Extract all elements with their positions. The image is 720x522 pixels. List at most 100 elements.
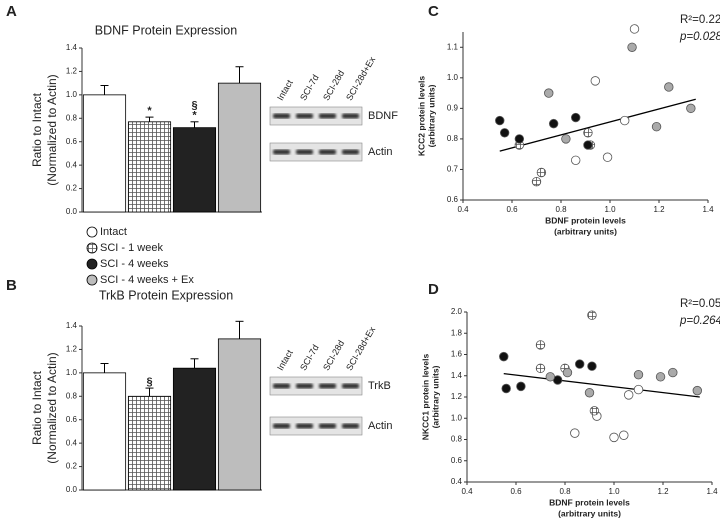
- x-tick-label: 0.4: [457, 205, 469, 214]
- y-tick-label: 0.4: [66, 160, 78, 169]
- y-tick-label: 0.8: [66, 113, 78, 122]
- scatter-point: [587, 310, 597, 320]
- x-axis-label: (arbitrary units): [558, 508, 621, 518]
- blot-band: [273, 149, 290, 155]
- scatter-point: [562, 367, 573, 378]
- x-axis-label: BDNF protein levels: [549, 497, 630, 507]
- legend-marker: [86, 226, 98, 238]
- lane-label: Intact: [275, 78, 295, 102]
- x-axis-label: (arbitrary units): [554, 226, 617, 236]
- bar: [127, 121, 172, 213]
- blot-band: [319, 423, 336, 429]
- y-tick-label: 0.2: [66, 184, 78, 193]
- scatter-point: [624, 390, 634, 400]
- x-tick-label: 0.8: [555, 205, 567, 214]
- y-tick-label: 0.7: [447, 165, 459, 174]
- chart-title: BDNF Protein Expression: [95, 23, 237, 37]
- legend-label: SCI - 4 weeks + Ex: [100, 274, 194, 286]
- y-tick-label: 0.2: [66, 462, 78, 471]
- scatter-point: [499, 128, 510, 138]
- scatter-point: [609, 432, 619, 443]
- blot-band: [273, 423, 290, 429]
- scatter-point: [584, 388, 595, 398]
- scatter-point: [575, 359, 585, 369]
- stat-label: p=0.264: [679, 315, 720, 327]
- x-tick-label: 0.4: [461, 487, 473, 496]
- scatter-point: [495, 115, 505, 126]
- y-axis-label: NKCC1 protein levels: [420, 354, 430, 441]
- bar: [172, 367, 217, 491]
- y-tick-label: 0.6: [447, 195, 459, 204]
- blot-panel: [269, 376, 363, 396]
- scatter-point: [587, 361, 597, 371]
- panel-letter: C: [428, 3, 439, 20]
- x-tick-label: 0.8: [559, 487, 571, 496]
- y-tick-label: 0.0: [66, 485, 78, 494]
- y-tick-label: 1.8: [451, 328, 463, 337]
- scatter-point: [627, 42, 637, 52]
- blot-panel: [269, 416, 363, 436]
- bar: [172, 127, 217, 213]
- y-tick-label: 0.4: [66, 438, 78, 447]
- stat-label: R²=0.0564: [680, 298, 720, 310]
- significance-mark: *: [147, 105, 152, 117]
- y-tick-label: 0.9: [447, 103, 459, 112]
- y-tick-label: 1.4: [451, 371, 463, 380]
- bar: [217, 82, 262, 213]
- significance-mark: §: [146, 376, 152, 388]
- scatter-point: [535, 363, 546, 374]
- scatter-point: [561, 134, 571, 144]
- band-label: Actin: [368, 146, 392, 158]
- scatter-point: [692, 385, 703, 396]
- x-tick-label: 0.6: [506, 205, 518, 214]
- y-tick-label: 0.4: [451, 477, 463, 486]
- lane-label: SCI-28d: [321, 69, 346, 103]
- scatter-point: [514, 134, 525, 144]
- y-tick-label: 1.4: [66, 43, 78, 52]
- scatter-point: [633, 384, 644, 395]
- stat-label: R²=0.229: [680, 14, 720, 26]
- scatter-point: [589, 406, 600, 416]
- y-axis-label: Ratio to Intact: [30, 92, 44, 167]
- scatter-point: [602, 152, 613, 162]
- y-axis-label: Ratio to Intact: [30, 370, 44, 445]
- scatter-point: [516, 381, 526, 392]
- scatter-point: [571, 112, 581, 123]
- scatter-point: [536, 167, 547, 178]
- scatter-point: [535, 340, 546, 350]
- scatter-point: [499, 351, 509, 362]
- scatter-point: [571, 155, 581, 165]
- scatter-point: [686, 103, 696, 114]
- x-tick-label: 1.2: [653, 205, 665, 214]
- y-tick-label: 1.2: [451, 392, 463, 401]
- blot-band: [273, 113, 290, 119]
- panel-letter: B: [6, 277, 17, 294]
- blot-panel: [269, 106, 363, 126]
- x-tick-label: 1.4: [702, 205, 714, 214]
- y-tick-label: 1.2: [66, 67, 78, 76]
- y-tick-label: 0.6: [451, 456, 463, 465]
- lane-label: SCI-28d+Ex: [344, 55, 377, 103]
- x-axis-label: BDNF protein levels: [545, 215, 626, 225]
- scatter-point: [668, 367, 678, 378]
- legend-label: Intact: [100, 226, 127, 238]
- blot-band: [296, 149, 313, 155]
- y-tick-label: 1.6: [451, 350, 463, 359]
- y-axis-label: (arbitrary units): [426, 84, 436, 147]
- blot-band: [296, 383, 313, 389]
- fit-line: [499, 98, 696, 152]
- y-axis-label: (arbitrary units): [430, 365, 440, 428]
- y-tick-label: 1.0: [66, 90, 78, 99]
- scatter-point: [544, 88, 554, 98]
- legend-marker: [86, 274, 98, 286]
- y-tick-label: 1.2: [66, 345, 78, 354]
- y-axis-label: (Normalized to Actin): [45, 352, 59, 463]
- x-tick-label: 0.6: [510, 487, 522, 496]
- blot-band: [296, 113, 313, 119]
- y-tick-label: 0.8: [451, 435, 463, 444]
- legend-label: SCI - 4 weeks: [100, 258, 169, 270]
- scatter-point: [570, 428, 580, 438]
- blot-band: [342, 149, 359, 155]
- blot-band: [296, 423, 313, 429]
